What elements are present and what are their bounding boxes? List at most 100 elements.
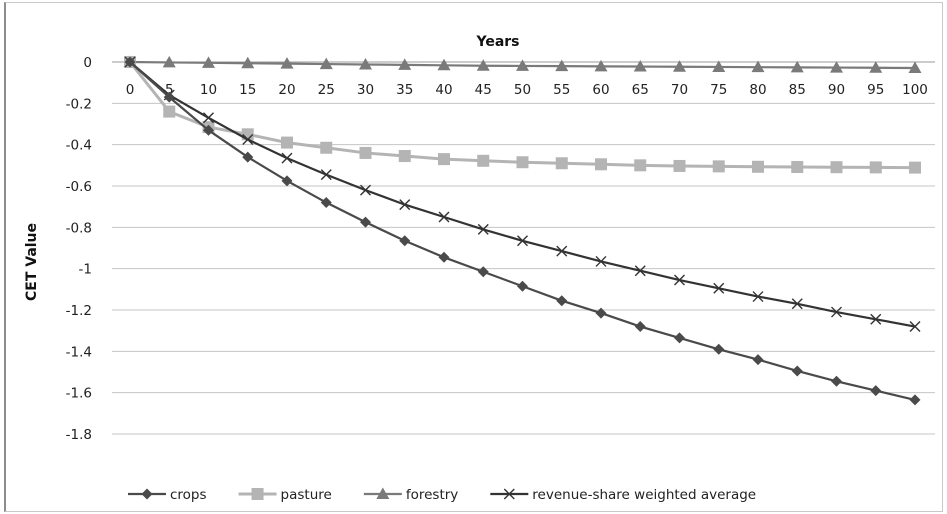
series-crops [124,56,921,406]
y-tick-label: -1 [79,262,92,278]
data-point [555,157,568,170]
data-point [870,385,882,397]
series-line [129,61,916,401]
x-tick-label: 35 [396,82,413,98]
data-point [595,255,607,267]
data-point [752,160,764,173]
data-point [674,274,685,286]
legend-item: pasture [238,487,332,503]
x-tick-label: 25 [318,82,335,98]
x-tick-label: 15 [239,82,256,98]
legend-label: crops [170,487,207,503]
y-tick-label: -0.2 [66,96,92,112]
x-tick-label: 95 [867,82,884,98]
data-point [203,124,214,136]
data-point [908,61,922,73]
x-tick-label: 45 [475,82,492,98]
x-tick-label: 100 [902,82,928,98]
y-tick-label: 0 [83,55,92,71]
data-point [319,57,333,70]
x-marker-stroke [360,184,371,196]
y-tick-label: -1.6 [66,386,92,402]
data-point [830,61,843,73]
series-forestry [123,55,922,73]
data-point [751,60,765,73]
data-point [790,60,804,73]
x-marker-stroke [909,321,921,333]
data-point [869,161,882,174]
data-point [595,158,607,171]
x-marker-stroke [634,265,646,277]
data-point [516,59,529,71]
data-point [477,154,490,167]
x-marker-stroke [791,298,803,310]
x-marker-stroke [713,282,725,294]
x-tick-label: 10 [200,82,217,98]
data-point [595,307,607,319]
data-point [280,57,294,69]
data-point [360,184,371,196]
x-marker-stroke [870,313,882,325]
data-point [831,306,842,318]
data-point [359,57,372,70]
data-point [477,223,489,235]
data-point [634,321,646,333]
data-point [320,197,332,209]
legend-marker [141,488,153,500]
data-point [712,60,726,72]
legend-marker [376,487,390,499]
data-point [673,159,686,172]
data-point [517,280,528,292]
x-tick-label: 85 [789,82,806,98]
legend: crops pasture forestry revenue-share weight… [128,487,756,503]
data-point [281,175,293,187]
x-tick-labels: 0 5 10 15 20 25 30 35 40 45 50 55 60 65 70 75 80 85 90 95 10… [126,82,928,98]
data-point [437,58,451,71]
data-point [242,151,254,163]
data-point [752,291,764,303]
data-point [477,266,489,278]
x-marker-stroke [242,134,254,145]
x-marker-stroke [517,235,528,247]
chart-title: Years [475,34,519,50]
x-marker-stroke [320,169,332,181]
legend-marker [503,488,515,500]
data-point [399,235,411,247]
data-point [909,321,921,333]
x-tick-label: 65 [632,82,649,98]
x-tick-label: 70 [671,82,688,98]
data-point [202,56,215,68]
series-group [123,55,922,406]
data-point [438,153,450,166]
data-point [634,265,646,277]
data-point [791,160,804,173]
y-axis-label: CET Value [24,223,40,301]
data-point [320,169,332,181]
legend-label: pasture [281,487,332,503]
data-point [556,245,568,257]
y-tick-label: -0.8 [66,220,92,236]
data-point [791,298,803,310]
data-point [281,136,293,149]
x-tick-label: 0 [126,82,135,98]
data-point [712,160,725,173]
legend-marker [251,488,264,500]
data-point [242,134,254,145]
legend-item: crops [128,487,207,503]
y-tick-label: -0.6 [66,179,92,195]
x-marker-stroke [281,152,293,164]
legend-label: revenue-share weighted average [532,487,756,503]
gridlines [112,61,935,435]
data-point [870,313,882,325]
x-marker-stroke [752,291,764,303]
data-point [162,55,176,68]
data-point [555,59,569,72]
data-point [360,216,371,228]
data-point [633,60,647,72]
data-point [673,60,686,72]
data-point [909,161,921,174]
x-marker-stroke [674,274,685,286]
data-point [359,146,372,159]
x-tick-label: 40 [435,82,452,98]
